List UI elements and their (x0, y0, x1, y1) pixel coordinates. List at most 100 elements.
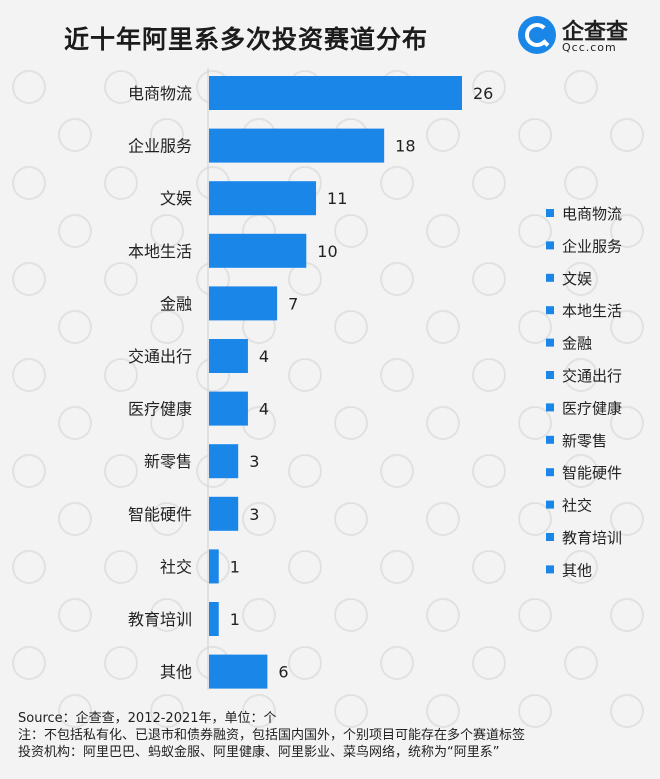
legend-swatch (546, 435, 554, 444)
legend-entry: 医疗健康 (562, 399, 622, 417)
legend-swatch (546, 403, 554, 412)
legend-entry: 电商物流 (562, 205, 622, 223)
legend-swatch (546, 565, 554, 574)
legend-entry: 新零售 (562, 432, 607, 450)
watermark-logo-icon (150, 598, 184, 632)
value-label: 10 (317, 242, 337, 261)
category-label: 企业服务 (128, 137, 192, 156)
watermark-logo-icon (426, 310, 460, 344)
bar-3 (209, 233, 307, 268)
legend-entry: 教育培训 (562, 529, 622, 547)
value-label: 1 (230, 610, 240, 629)
watermark-logo-icon (610, 502, 644, 536)
watermark-logo-icon (104, 166, 138, 200)
category-label: 其他 (160, 663, 192, 682)
watermark-logo-icon (518, 694, 552, 728)
logo-sub: Qcc.com (562, 41, 617, 54)
watermark-logo-icon (288, 358, 322, 392)
watermark-logo-icon (242, 598, 276, 632)
watermark-logo-icon (12, 358, 46, 392)
watermark-logo-icon (610, 310, 644, 344)
watermark-logo-icon (426, 598, 460, 632)
value-label: 7 (288, 294, 298, 313)
watermark-logo-icon (334, 406, 368, 440)
watermark-logo-icon (426, 502, 460, 536)
watermark-logo-icon (518, 310, 552, 344)
watermark-logo-icon (426, 406, 460, 440)
watermark-logo-icon (564, 358, 598, 392)
qcc-logo-icon (518, 16, 556, 54)
category-label: 本地生活 (128, 242, 192, 261)
watermark-logo-icon (472, 550, 506, 584)
watermark-logo-icon (518, 502, 552, 536)
watermark-logo-icon (472, 358, 506, 392)
watermark-logo-icon (58, 214, 92, 248)
legend-swatch (546, 241, 554, 250)
watermark-logo-icon (58, 694, 92, 728)
category-label: 社交 (160, 557, 192, 576)
watermark-logo-icon (518, 598, 552, 632)
bar-2 (209, 181, 317, 216)
value-label: 4 (259, 400, 269, 419)
watermark-logo-icon (472, 454, 506, 488)
watermark-logo-icon (426, 118, 460, 152)
category-label: 电商物流 (128, 84, 192, 103)
watermark-logo-icon (334, 694, 368, 728)
category-label: 智能硬件 (128, 505, 192, 524)
legend-entry: 本地生活 (562, 302, 622, 320)
watermark-logo-icon (518, 118, 552, 152)
watermark-logo-icon (518, 214, 552, 248)
watermark-logo-icon (12, 166, 46, 200)
watermark-logo-icon (472, 70, 506, 104)
footer-investors: 投资机构：阿里巴巴、蚂蚁金服、阿里健康、阿里影业、菜鸟网络，统称为“阿里系” (18, 745, 500, 760)
bar-9 (209, 549, 219, 584)
value-label: 1 (230, 557, 240, 576)
bar-6 (209, 391, 248, 426)
legend-swatch (546, 306, 554, 315)
watermark-logo-icon (288, 550, 322, 584)
watermark-logo-icon (242, 502, 276, 536)
legend-swatch (546, 500, 554, 509)
legend-swatch (546, 533, 554, 541)
watermark-logo-icon (564, 646, 598, 680)
value-label: 11 (327, 189, 347, 208)
watermark-logo-icon (288, 646, 322, 680)
watermark-logo-icon (610, 598, 644, 632)
watermark-logo-icon (380, 358, 414, 392)
category-label: 教育培训 (128, 610, 192, 629)
bar-8 (209, 496, 239, 531)
value-label: 3 (249, 452, 259, 471)
legend-swatch (546, 209, 554, 217)
bar-1 (209, 128, 385, 163)
watermark-logo-icon (104, 70, 138, 104)
watermark-logo-icon (610, 406, 644, 440)
bar-5 (209, 339, 248, 373)
legend-swatch (546, 338, 554, 347)
watermark-logo-icon (426, 694, 460, 728)
logo-name: 企查查 (562, 20, 629, 45)
watermark-logo-icon (58, 310, 92, 344)
watermark-logo-icon (472, 166, 506, 200)
value-label: 6 (278, 663, 288, 682)
watermark-logo-icon (58, 406, 92, 440)
watermark-logo-icon (150, 310, 184, 344)
watermark-logo-icon (380, 166, 414, 200)
chart-footer: Source：企查查，2012-2021年，单位：个 注：不包括私有化、已退市和… (18, 710, 648, 761)
watermark-logo-icon (150, 214, 184, 248)
watermark-logo-icon (334, 502, 368, 536)
watermark-logo-icon (242, 694, 276, 728)
watermark-logo-icon (564, 454, 598, 488)
footer-source: Source：企查查，2012-2021年，单位：个 (18, 711, 277, 726)
bar-10 (209, 602, 219, 636)
watermark-logo-icon (518, 406, 552, 440)
bar-4 (209, 286, 278, 321)
watermark-logo-icon (334, 214, 368, 248)
watermark-logo-icon (380, 646, 414, 680)
watermark-logo-icon (564, 166, 598, 200)
watermark-logo-icon (472, 646, 506, 680)
watermark-logo-icon (104, 550, 138, 584)
legend-entry: 社交 (562, 497, 592, 515)
legend-entry: 文娱 (562, 270, 592, 288)
